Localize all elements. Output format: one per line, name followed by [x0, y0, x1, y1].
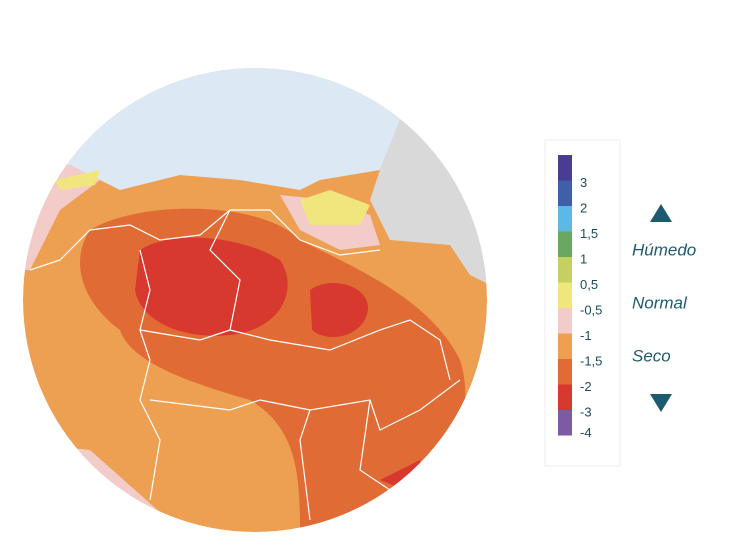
- category-label: Normal: [632, 293, 688, 312]
- legend-swatch: [558, 384, 572, 410]
- legend: 3 2 1,5 1 0,5 -0,5 -1 -1,5 -2 -3 -4: [558, 155, 602, 440]
- map-ring: [7, 52, 503, 548]
- legend-label: -1,5: [580, 353, 602, 368]
- legend-swatch: [558, 282, 572, 308]
- borders: [29, 209, 461, 521]
- legend-label: -2: [580, 379, 592, 394]
- legend-label: 3: [580, 175, 587, 190]
- legend-label: -0,5: [580, 302, 602, 317]
- legend-swatch: [558, 308, 572, 334]
- legend-label: -4: [580, 425, 592, 440]
- legend-swatch: [558, 410, 572, 436]
- legend-label: 0,5: [580, 277, 598, 292]
- legend-label: -3: [580, 404, 592, 419]
- arrow-down: [650, 394, 672, 412]
- region: [310, 282, 369, 338]
- region: [135, 237, 288, 336]
- region: [300, 190, 370, 225]
- region: [55, 170, 100, 190]
- legend-label: 2: [580, 200, 587, 215]
- legend-swatch: [558, 180, 572, 206]
- legend-swatch: [558, 206, 572, 232]
- legend-swatch: [558, 333, 572, 359]
- legend-swatch: [558, 231, 572, 257]
- legend-swatch: [558, 155, 572, 181]
- legend-label: -1: [580, 328, 592, 343]
- map: [23, 68, 487, 532]
- legend-box: [544, 139, 621, 467]
- legend-label: 1: [580, 251, 587, 266]
- legend-label: 1,5: [580, 226, 598, 241]
- category-label: Seco: [632, 346, 671, 365]
- legend-swatch: [558, 359, 572, 385]
- category-label: Húmedo: [632, 240, 696, 259]
- arrow-up: [650, 204, 672, 222]
- legend-swatch: [558, 257, 572, 283]
